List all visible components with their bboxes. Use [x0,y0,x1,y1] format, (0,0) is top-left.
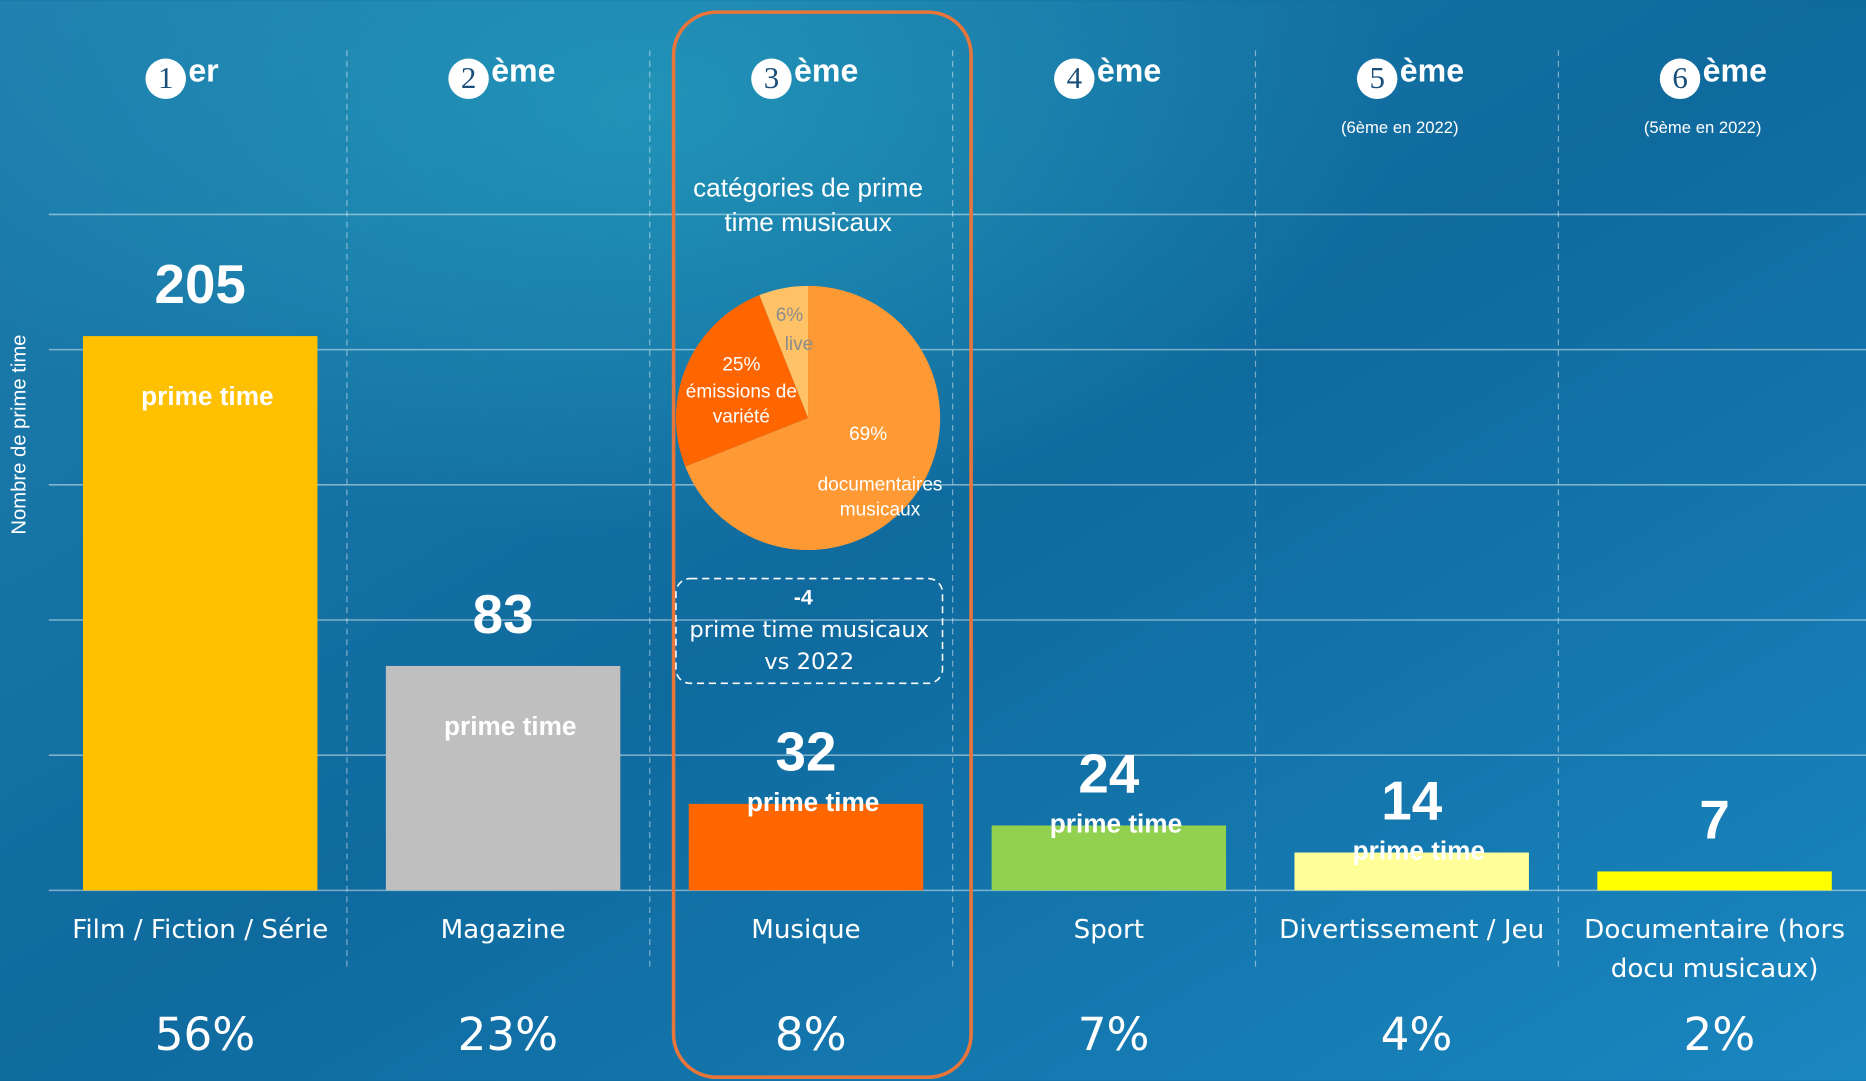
x-tick-label: Divertissement / Jeu [1279,915,1545,946]
rank-suffix: ème [1097,52,1161,88]
rank-number: 5 [1369,60,1384,95]
rank-circle [751,58,792,99]
value-label: 7 [1699,788,1729,850]
rank-circle [1054,58,1095,99]
share-label: 4% [1381,1008,1453,1061]
bar [83,336,318,891]
x-tick-label-box: Sport [1073,915,1144,946]
rank-suffix: er [188,52,219,88]
bar [1294,852,1529,891]
pie-slice-label-box: live [784,334,814,356]
bar-label: prime time [747,787,879,817]
callout-text: prime time musicaux vs 2022 [689,616,930,675]
rank-note: (6ème en 2022) [1341,118,1459,137]
rank-number: 4 [1067,60,1082,95]
x-tick-label-box: Musique [751,915,861,946]
pie-title-box: catégories de prime time musicaux [693,172,924,238]
pie-value-label: 69% [849,424,887,445]
x-tick-label: Film / Fiction / Série [72,915,329,946]
highlight-frame [671,10,973,1079]
bar-label: prime time [1353,835,1485,865]
value-label: 14 [1381,769,1442,831]
x-tick-label: Documentaire (hors docu musicaux) [1584,915,1845,985]
value-label: 32 [776,721,837,783]
x-tick-label: Musique [751,915,861,946]
rank-circle [1659,58,1701,99]
bar [1597,871,1832,891]
rank-number: 1 [158,60,173,95]
bar [688,803,924,891]
callout-text-box: prime time musicaux vs 2022 [689,616,930,675]
pie-value-label: 6% [776,305,804,326]
rank-note: (5ème en 2022) [1644,118,1762,137]
share-label: 7% [1078,1008,1150,1061]
rank-number: 3 [764,60,779,95]
share-label: 8% [775,1008,847,1061]
bar-label: prime time [1050,808,1182,838]
x-tick-label: Magazine [440,915,566,946]
rank-suffix: ème [1400,52,1464,88]
pie-slice [759,285,809,418]
callout-box [675,577,944,685]
bar-label: prime time [141,381,273,411]
pie-slice-label: documentaires musicaux [817,475,943,521]
bar-label: prime time [444,711,576,741]
callout-value: -4 [794,585,813,609]
share-label: 56% [155,1008,256,1061]
rank-circle [145,58,186,99]
rank-suffix: ème [794,52,858,88]
pie-slice-label-box: émissions de variété [685,381,797,428]
bar [385,665,621,891]
value-label: 83 [473,583,534,645]
rank-number: 6 [1672,60,1687,95]
bar [991,825,1227,891]
pie-slice [685,285,941,551]
rank-suffix: ème [1703,52,1767,88]
x-tick-label: Sport [1073,915,1144,946]
x-tick-label-box: Documentaire (hors docu musicaux) [1584,915,1845,985]
share-label: 23% [458,1008,559,1061]
value-label: 205 [155,253,246,315]
x-tick-label-box: Magazine [440,915,566,946]
value-label: 24 [1078,742,1139,804]
x-tick-label-box: Divertissement / Jeu [1279,915,1545,946]
y-axis-label: Nombre de prime time [9,335,31,535]
pie-title: catégories de prime time musicaux [693,172,924,238]
pie-slice [675,295,809,467]
rank-circle [1356,58,1398,99]
share-label: 2% [1683,1008,1755,1061]
x-tick-label-box: Film / Fiction / Série [72,915,329,946]
pie-slice-label: live [784,334,814,356]
rank-suffix: ème [491,52,555,88]
pie-value-label: 25% [722,354,760,375]
pie-slice-label: émissions de variété [685,381,797,428]
rank-circle [448,58,489,99]
pie-slice-label-box: documentaires musicaux [817,475,943,521]
rank-number: 2 [461,60,476,95]
